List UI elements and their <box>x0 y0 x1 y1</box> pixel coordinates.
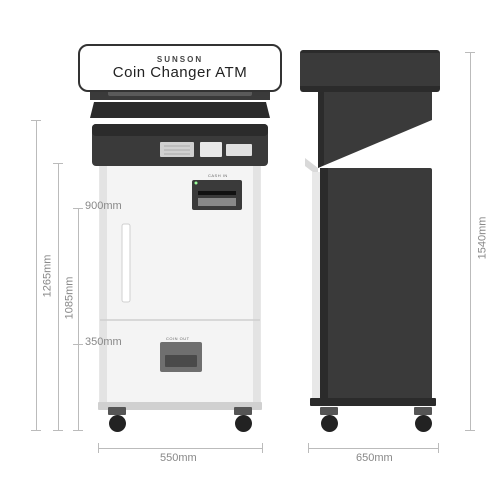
dim-side-height: 1540mm <box>476 217 488 260</box>
dim-front-width: 550mm <box>160 452 197 464</box>
dim-front-total: 1265mm <box>41 255 53 298</box>
console-shelf <box>92 124 268 166</box>
dim-cap <box>262 443 263 453</box>
dim-cap <box>31 120 41 121</box>
dim-cap <box>465 430 475 431</box>
dim-line-side-depth <box>308 448 438 449</box>
dim-cap <box>53 163 63 164</box>
dim-cap <box>308 443 309 453</box>
dim-line-front-mid <box>58 163 59 430</box>
side-svg <box>300 50 450 432</box>
front-svg <box>90 52 270 432</box>
brand-label: SUNSON <box>157 55 203 64</box>
dim-cap <box>53 430 63 431</box>
dim-side-depth: 650mm <box>356 452 393 464</box>
dim-cap <box>438 443 439 453</box>
side-wheel-left <box>318 407 340 432</box>
dim-line-side-height <box>470 52 471 430</box>
product-title: Coin Changer ATM <box>113 64 247 81</box>
front-view: SUNSON Coin Changer ATM CASH IN COIN OUT <box>90 52 270 432</box>
dim-cap <box>98 443 99 453</box>
dim-line-front-width <box>98 448 262 449</box>
dim-cap <box>73 430 83 431</box>
cash-in-label: CASH IN <box>208 173 228 178</box>
dim-cap <box>465 52 475 53</box>
diagram-stage: SUNSON Coin Changer ATM CASH IN COIN OUT <box>0 0 500 500</box>
coin-out-label: COIN OUT <box>166 336 190 341</box>
dim-line-front-total <box>36 120 37 430</box>
dim-cap <box>73 344 83 345</box>
dim-front-upper: 900mm <box>85 200 122 212</box>
dim-cap <box>73 208 83 209</box>
coin-out-panel <box>160 342 202 372</box>
display-sign: SUNSON Coin Changer ATM <box>78 44 282 92</box>
front-wheel-right <box>232 407 254 432</box>
dim-front-mid: 1085mm <box>63 277 75 320</box>
front-wheel-left <box>106 407 128 432</box>
dim-cap <box>31 430 41 431</box>
side-view <box>300 50 450 432</box>
side-wheel-right <box>412 407 434 432</box>
dim-line-front-lower <box>78 344 79 430</box>
dim-front-lower: 350mm <box>85 336 122 348</box>
cash-in-slot <box>192 180 242 210</box>
